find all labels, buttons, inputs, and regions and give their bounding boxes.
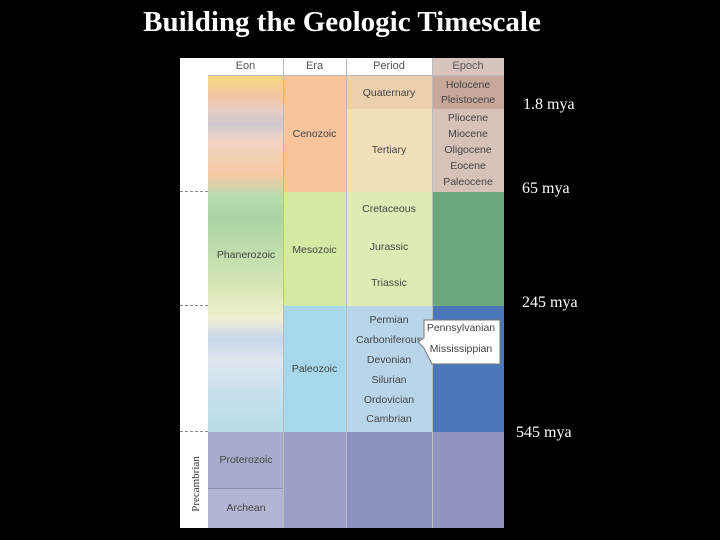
boundary-label-1-8: 1.8 mya — [523, 96, 575, 113]
subperiod-label-pennsylvanian: Pennsylvanian — [426, 322, 496, 334]
era-label-archean: Archean — [226, 502, 266, 514]
period-label-tertiary: Tertiary — [371, 144, 407, 156]
period-quaternary-cell — [346, 75, 432, 109]
period-label-permian: Permian — [369, 314, 409, 326]
era-label-mesozoic: Mesozoic — [292, 244, 337, 256]
period-label-triassic: Triassic — [371, 277, 407, 289]
subperiod-label-mississippian: Mississippian — [429, 343, 493, 355]
period-label-carboniferous: Carboniferous — [356, 334, 422, 346]
epoch-label-pliocene: Pliocene — [447, 112, 489, 124]
eon-label-phanerozoic: Phanerozoic — [216, 249, 276, 261]
period-mesozoic-cell — [346, 192, 432, 306]
period-tertiary-cell — [346, 109, 432, 192]
era-mesozoic-cell — [283, 192, 346, 306]
epoch-label-paleocene: Paleocene — [443, 176, 493, 188]
boundary-line-245 — [180, 305, 208, 306]
header-epoch: Epoch — [432, 58, 504, 76]
epoch-mesozoic-cell — [432, 192, 504, 306]
epoch-label-oligocene: Oligocene — [444, 144, 492, 156]
epoch-label-miocene: Miocene — [448, 128, 488, 140]
period-label-cretaceous: Cretaceous — [362, 203, 416, 215]
eon-phanerozoic-cell — [208, 75, 283, 432]
period-precambrian-cell — [346, 432, 432, 528]
period-label-silurian: Silurian — [371, 374, 407, 386]
period-label-ordovician: Ordovician — [363, 394, 415, 406]
column-separator — [432, 58, 433, 528]
column-separator — [346, 58, 347, 528]
period-label-jurassic: Jurassic — [369, 241, 409, 253]
column-separator — [283, 58, 284, 528]
header-period: Period — [346, 58, 432, 76]
period-label-devonian: Devonian — [366, 354, 412, 366]
era-paleozoic-cell — [283, 306, 346, 432]
epoch-label-eocene: Eocene — [450, 160, 486, 172]
page-title: Building the Geologic Timescale — [143, 6, 541, 38]
epoch-label-holocene: Holocene — [445, 79, 491, 91]
period-label-quaternary: Quaternary — [362, 87, 416, 99]
boundary-label-245: 245 mya — [522, 294, 578, 311]
header-eon: Eon — [208, 58, 283, 76]
era-precambrian-cell — [283, 432, 346, 528]
geologic-timescale-chart: Eon Era Period Epoch Cenozoic Mesozoic P… — [180, 58, 504, 528]
epoch-quaternary-cell — [432, 75, 504, 109]
carboniferous-callout — [418, 319, 501, 365]
header-era: Era — [283, 58, 346, 76]
era-label-proterozoic: Proterozoic — [219, 454, 273, 466]
era-label-paleozoic: Paleozoic — [291, 363, 338, 375]
boundary-label-65: 65 mya — [522, 180, 570, 197]
epoch-label-pleistocene: Pleistocene — [440, 94, 496, 106]
period-paleozoic-cell — [346, 306, 432, 432]
era-label-cenozoic: Cenozoic — [292, 128, 337, 140]
eon-archean-divider — [208, 488, 283, 528]
epoch-precambrian-cell — [432, 432, 504, 528]
boundary-line-545 — [180, 431, 208, 432]
epoch-tertiary-cell — [432, 109, 504, 192]
boundary-label-545: 545 mya — [516, 424, 572, 441]
era-cenozoic-cell — [283, 75, 346, 192]
eon-label-precambrian: Precambrian — [190, 456, 202, 512]
period-label-cambrian: Cambrian — [366, 413, 412, 425]
boundary-line-65 — [180, 191, 208, 192]
